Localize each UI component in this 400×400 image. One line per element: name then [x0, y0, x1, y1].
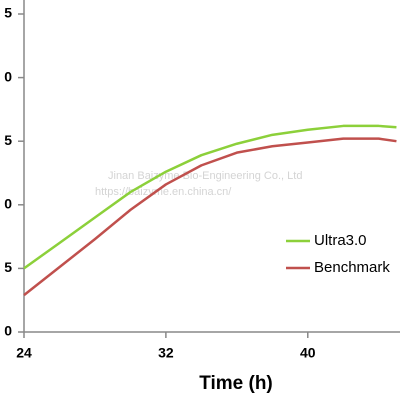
x-tick-label: 40 [300, 345, 316, 361]
y-tick-label: 0 [4, 68, 12, 84]
watermark: Jinan Baizyme Bio-Engineering Co., Ltd [108, 170, 302, 182]
watermark: https://baizyme.en.china.cn/ [95, 186, 232, 198]
line-series [23, 124, 397, 270]
line-series [23, 137, 397, 297]
legend-label: Ultra3.0 [314, 232, 367, 249]
x-axis-title: Time (h) [199, 373, 273, 394]
y-tick-label: 5 [4, 132, 12, 148]
legend-label: Benchmark [314, 259, 390, 276]
y-tick-label: 5 [4, 5, 12, 21]
y-tick-label: 5 [4, 259, 12, 275]
x-tick-label: 32 [158, 345, 174, 361]
y-tick-label: 0 [4, 196, 12, 212]
x-tick-label: 24 [16, 345, 32, 361]
y-tick-label: 0 [4, 323, 12, 339]
